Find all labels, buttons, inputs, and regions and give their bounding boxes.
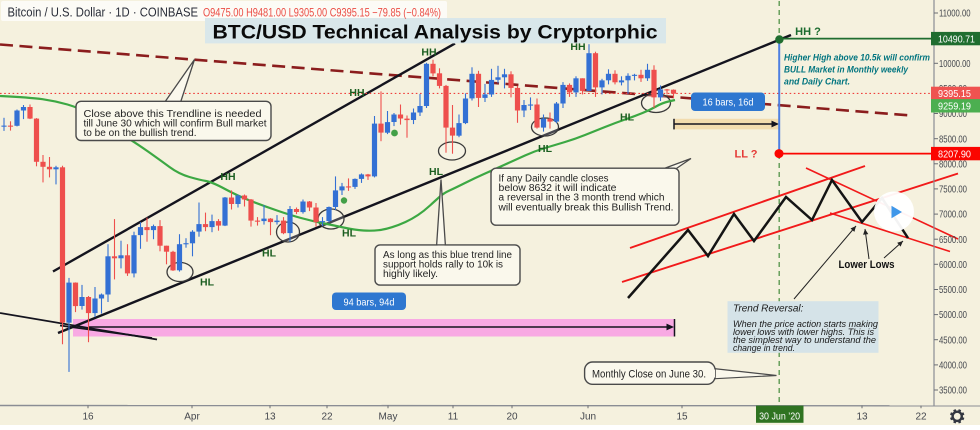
svg-text:HH: HH: [421, 47, 436, 59]
svg-text:Higher High above 10.5k will c: Higher High above 10.5k will confirm: [784, 53, 930, 64]
svg-text:to be on the bullish trend.: to be on the bullish trend.: [84, 128, 197, 139]
svg-text:8500.00: 8500.00: [939, 134, 967, 145]
svg-text:13: 13: [856, 412, 868, 423]
svg-text:13: 13: [264, 412, 276, 423]
svg-text:HL: HL: [200, 277, 215, 289]
svg-text:16: 16: [82, 412, 94, 423]
svg-text:8000.00: 8000.00: [939, 159, 967, 170]
svg-text:May: May: [379, 412, 398, 423]
svg-text:8207.90: 8207.90: [938, 149, 971, 160]
svg-text:HH ?: HH ?: [795, 26, 821, 38]
svg-text:change in trend.: change in trend.: [733, 343, 795, 353]
svg-text:22: 22: [915, 412, 927, 423]
svg-text:Lower Lows: Lower Lows: [839, 259, 895, 271]
svg-text:15: 15: [676, 412, 688, 423]
svg-text:BTC/USD Technical Analysis by: BTC/USD Technical Analysis by Cryptorphi…: [213, 21, 658, 43]
svg-text:11: 11: [448, 412, 459, 423]
svg-text:LL ?: LL ?: [734, 149, 757, 161]
svg-text:and Daily Chart.: and Daily Chart.: [784, 77, 850, 88]
svg-text:7000.00: 7000.00: [939, 210, 967, 221]
svg-text:HL: HL: [620, 112, 635, 124]
svg-text:Trend Reversal:: Trend Reversal:: [733, 304, 804, 315]
svg-text:Jun: Jun: [580, 412, 596, 423]
svg-text:11000.00: 11000.00: [939, 9, 971, 20]
svg-text:HH: HH: [349, 87, 364, 99]
svg-text:7500.00: 7500.00: [939, 185, 967, 196]
svg-text:9259.19: 9259.19: [938, 102, 971, 113]
svg-text:5500.00: 5500.00: [939, 285, 967, 296]
svg-text:3500.00: 3500.00: [939, 386, 967, 397]
svg-text:HL: HL: [429, 166, 444, 178]
svg-text:5000.00: 5000.00: [939, 310, 967, 321]
svg-text:will eventually break this Bul: will eventually break this Bullish Trend…: [497, 202, 673, 213]
svg-text:6500.00: 6500.00: [939, 235, 967, 246]
svg-text:HL: HL: [342, 228, 357, 240]
svg-text:6000.00: 6000.00: [939, 260, 967, 271]
svg-text:HH: HH: [220, 171, 235, 183]
svg-text:10490.71: 10490.71: [938, 34, 975, 45]
svg-text:HL: HL: [262, 247, 277, 259]
svg-text:Apr: Apr: [184, 412, 200, 423]
svg-text:20: 20: [506, 412, 518, 423]
svg-text:16 bars, 16d: 16 bars, 16d: [703, 97, 754, 109]
svg-text:Bitcoin / U.S. Dollar · 1D · C: Bitcoin / U.S. Dollar · 1D · COINBASE: [8, 5, 199, 19]
svg-text:10000.00: 10000.00: [939, 59, 971, 70]
svg-text:22: 22: [321, 412, 333, 423]
svg-text:BULL Market in Monthly weekly: BULL Market in Monthly weekly: [784, 65, 909, 76]
svg-text:Monthly Close on June 30.: Monthly Close on June 30.: [592, 368, 706, 380]
svg-text:94 bars, 94d: 94 bars, 94d: [344, 296, 395, 308]
svg-text:O9475.00 H9481.00 L9305.00 C93: O9475.00 H9481.00 L9305.00 C9395.15 −79.…: [203, 6, 441, 19]
svg-text:HL: HL: [538, 143, 553, 155]
svg-text:4500.00: 4500.00: [939, 335, 967, 346]
svg-text:highly likely.: highly likely.: [383, 269, 438, 280]
svg-text:4000.00: 4000.00: [939, 361, 967, 372]
svg-text:9395.15: 9395.15: [938, 89, 971, 100]
svg-text:30 Jun ’20: 30 Jun ’20: [759, 411, 800, 422]
